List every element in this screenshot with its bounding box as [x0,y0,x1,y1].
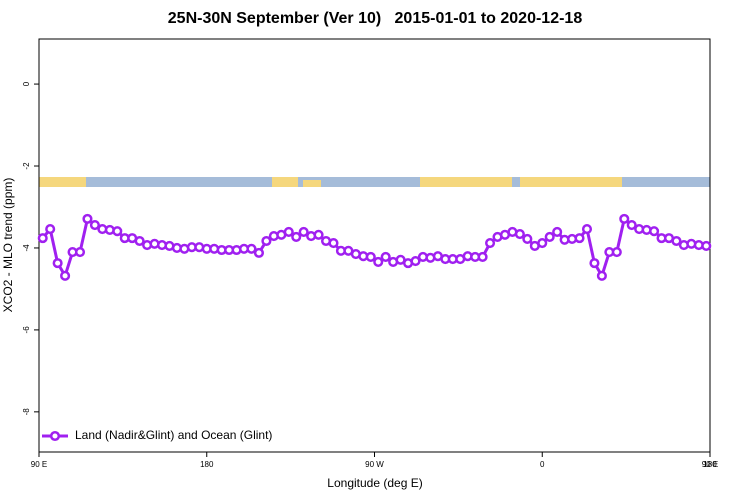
x-tick-label: 0 [540,460,545,469]
y-tick-label: -2 [22,162,31,170]
data-point [380,251,391,263]
data-point [313,229,324,240]
x-tick-label: 90 E [702,460,718,469]
x-tick-label: 90 E [31,460,47,469]
data-point [477,251,488,263]
data-point [485,237,496,249]
data-point [134,235,145,247]
data-point [365,251,376,263]
data-point [45,224,56,235]
data-point [410,256,421,267]
land-ocean-strip [39,177,710,187]
data-point [671,235,682,247]
data-point [298,226,309,238]
legend-label: Land (Nadir&Glint) and Ocean (Glint) [75,428,272,442]
x-tick-label: 90 W [365,460,384,469]
legend-marker [49,430,61,442]
y-tick-label: -8 [22,408,31,416]
data-point [626,219,637,231]
data-point [581,224,593,235]
chart-title: 25N-30N September (Ver 10) 2015-01-01 to… [168,10,583,27]
data-point [537,237,548,249]
y-tick-label: -4 [22,244,31,252]
data-point [52,258,63,269]
y-axis-label: XCO2 - MLO trend (ppm) [1,178,15,313]
data-point [82,213,93,224]
data-point [112,226,123,237]
data-point [246,243,257,254]
data-point [261,235,272,247]
data-point [74,247,86,258]
data-point [649,226,660,237]
data-point [552,226,563,238]
data-point [291,231,302,242]
data-point [596,270,607,281]
x-tick-label: 180 [200,460,214,469]
x-tick-label: 180 [703,460,717,469]
data-point [89,219,100,231]
data-point [589,258,600,269]
x-axis-label: Longitude (deg E) [327,476,422,490]
data-point [37,233,48,244]
data-point [283,226,294,238]
y-tick-label: 0 [22,81,31,86]
data-point [514,228,525,240]
data-point [611,247,622,258]
data-point [701,240,712,251]
data-point [574,233,585,244]
data-point [544,231,555,242]
data-point [328,237,339,249]
data-point [522,233,533,244]
data-point [253,247,264,258]
y-tick-label: -6 [22,326,31,334]
data-point [60,270,71,281]
data-point [619,213,630,224]
series-line [41,216,707,280]
data-point [373,256,384,267]
